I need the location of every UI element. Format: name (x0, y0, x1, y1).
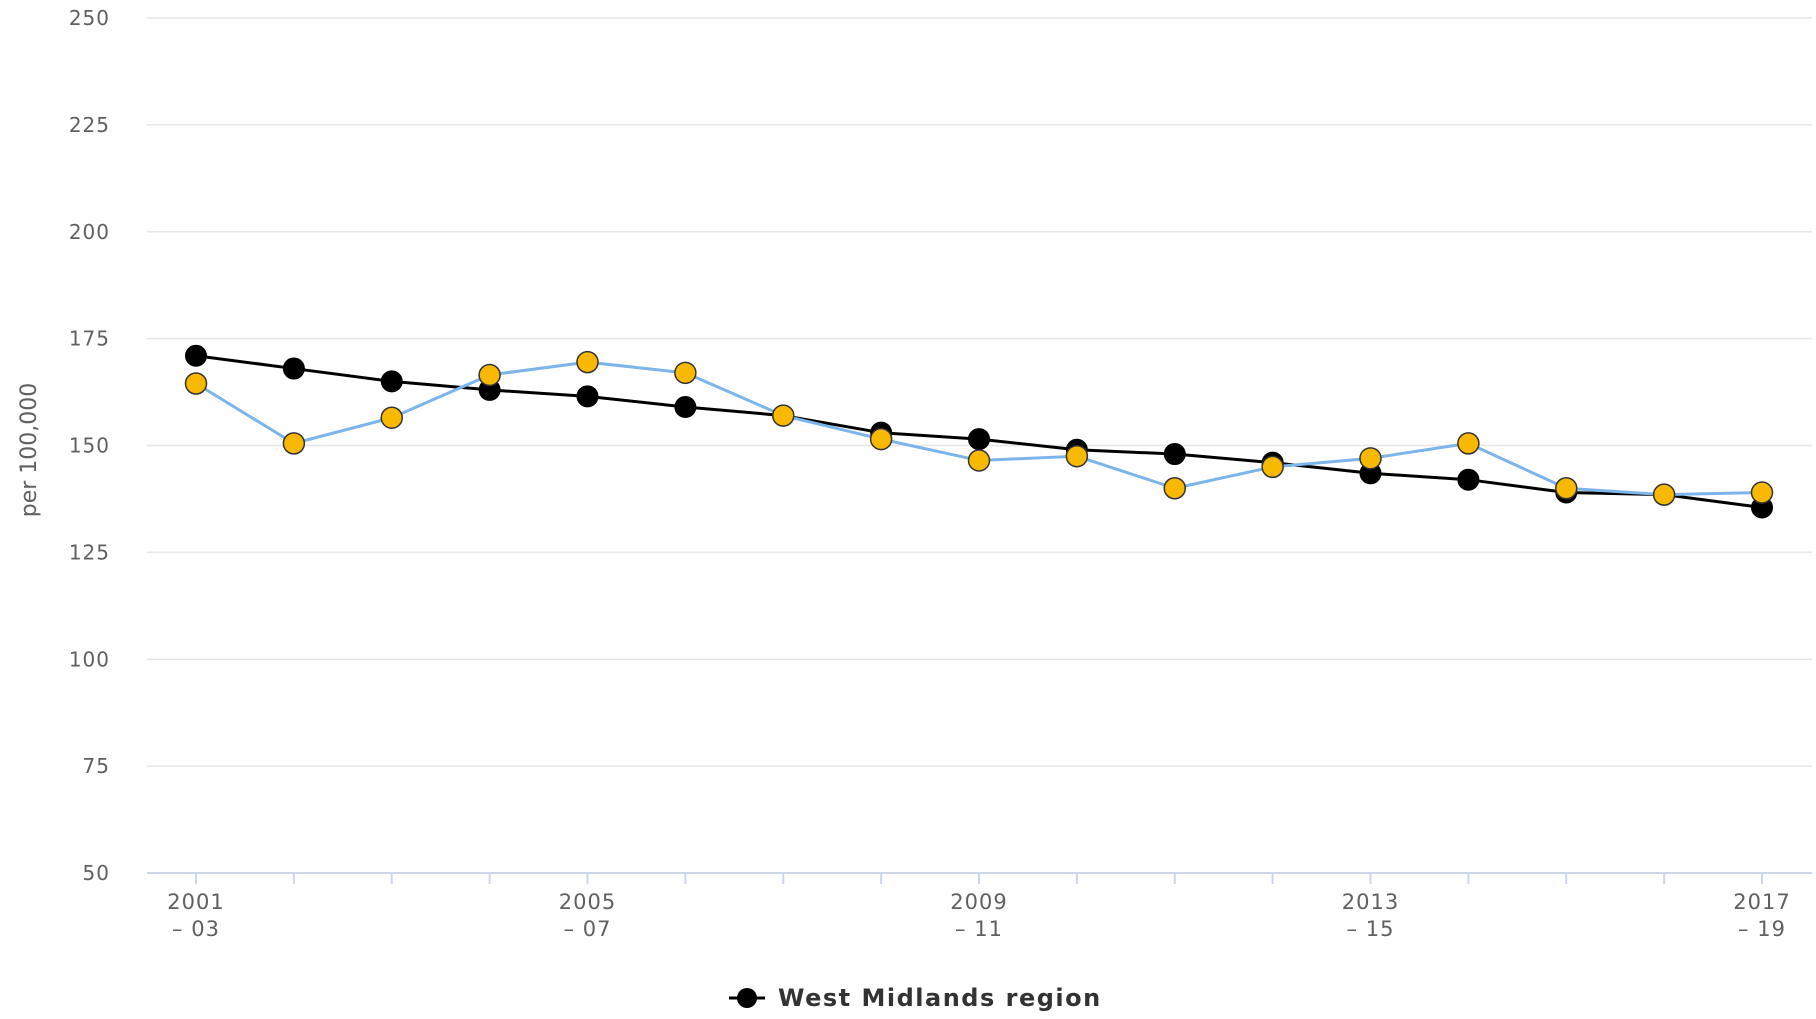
data-point-series-0[interactable] (282, 357, 305, 380)
data-point-series-0[interactable] (1163, 443, 1186, 466)
data-point-series-1[interactable] (1163, 477, 1186, 500)
x-tick-label-sub: – 19 (1738, 917, 1786, 941)
data-point-series-1[interactable] (184, 372, 208, 395)
x-tick-label: 2005 (559, 890, 616, 914)
data-point-series-1[interactable] (869, 427, 893, 451)
data-point-series-1[interactable] (674, 361, 697, 385)
data-point-series-1[interactable] (1652, 483, 1676, 506)
data-point-series-0[interactable] (674, 396, 697, 419)
y-tick-label: 175 (69, 327, 110, 351)
y-tick-label: 100 (69, 647, 110, 671)
data-point-series-1[interactable] (1065, 444, 1089, 468)
data-point-series-0[interactable] (968, 428, 990, 451)
x-tick-label: 2001 (167, 890, 224, 914)
legend-marker-west-midlands (737, 988, 757, 1008)
data-point-series-1[interactable] (380, 406, 403, 429)
data-point-series-1[interactable] (967, 449, 991, 472)
x-tick-label: 2013 (1342, 890, 1399, 914)
data-point-series-0[interactable] (576, 385, 599, 408)
legend-label-west-midlands[interactable]: West Midlands region (778, 984, 1102, 1012)
y-axis-label: per 100,000 (17, 383, 42, 518)
y-tick-label: 75 (83, 754, 110, 778)
y-tick-label: 150 (69, 434, 110, 458)
y-tick-label: 200 (69, 220, 110, 244)
series-layer (184, 344, 1774, 519)
data-point-series-1[interactable] (576, 350, 599, 374)
x-tick-label-sub: – 03 (172, 917, 220, 941)
y-tick-label: 225 (69, 113, 110, 137)
data-point-series-1[interactable] (1359, 447, 1382, 470)
data-point-series-1[interactable] (1750, 481, 1774, 504)
data-point-series-1[interactable] (478, 363, 501, 387)
data-point-series-1[interactable] (1457, 432, 1480, 455)
y-axis-ticks: 250 225 200 175 150 125 100 75 50 (69, 6, 110, 885)
data-point-series-0[interactable] (185, 344, 207, 367)
legend[interactable]: West Midlands region (729, 984, 1102, 1012)
data-point-series-1[interactable] (1261, 455, 1284, 479)
x-tick-label-sub: – 15 (1347, 917, 1395, 941)
data-point-series-1[interactable] (1555, 477, 1578, 500)
x-tick-label-sub: – 07 (564, 917, 612, 941)
data-point-series-0[interactable] (1457, 468, 1480, 491)
y-tick-label: 125 (69, 540, 110, 564)
data-point-series-1[interactable] (282, 432, 306, 455)
y-tick-label: 50 (83, 861, 110, 885)
x-tick-label-sub: – 11 (955, 917, 1003, 941)
x-tick-label: 2009 (950, 890, 1007, 914)
data-point-series-1[interactable] (772, 404, 795, 427)
x-axis: 2001 – 03 2005 – 07 2009 – 11 2013 – 15 2017 – 19 (147, 872, 1812, 941)
x-tick-label: 2017 (1733, 890, 1790, 914)
gridlines (147, 17, 1812, 767)
data-point-series-0[interactable] (380, 370, 403, 393)
y-tick-label: 250 (69, 6, 110, 30)
